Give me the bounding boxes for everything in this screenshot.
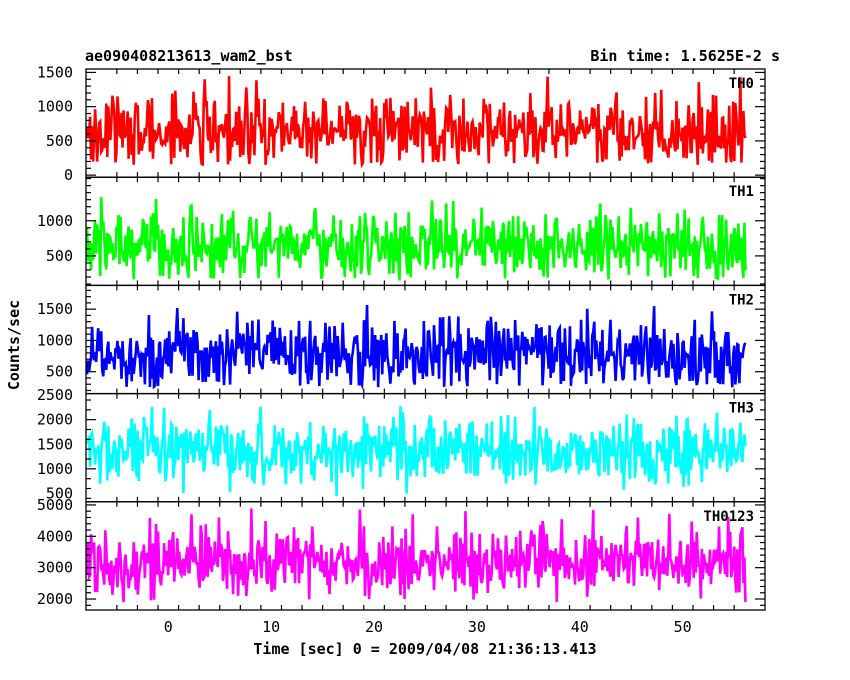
panel-th1: 500 1000 TH1 [37, 176, 766, 287]
y-tick-label: 500 [46, 247, 73, 265]
y-tick-label: 3000 [37, 559, 73, 577]
y-tick-label: 1500 [37, 63, 73, 81]
panel-label: TH0 [729, 76, 754, 92]
y-tick-label: 1000 [37, 331, 73, 349]
y-tick-label: 500 [46, 363, 73, 381]
y-tick-label: 4000 [37, 527, 73, 545]
y-tick-label: 1000 [37, 460, 73, 478]
y-tick-label: 500 [46, 484, 73, 502]
y-tick-label: 1500 [37, 435, 73, 453]
y-tick-label: 5000 [37, 496, 73, 514]
y-tick-label: 1500 [37, 300, 73, 318]
y-tick-label: 1000 [37, 212, 73, 230]
series-th0123 [86, 508, 747, 603]
panel-th2: 500 1000 1500 TH2 [37, 284, 766, 395]
series-th2 [86, 305, 747, 391]
y-tick-label: 2000 [37, 411, 73, 429]
y-tick-label: 2500 [37, 386, 73, 404]
x-tick-labels: 0 10 20 30 40 50 [164, 618, 692, 636]
chart-title: ae090408213613_wam2_bst [85, 47, 293, 65]
x-tick-label: 0 [164, 618, 173, 636]
bin-time-label: Bin time: 1.5625E-2 s [590, 47, 780, 65]
panel-th3: 500 1000 1500 2000 2500 TH3 [37, 386, 766, 503]
series-th3 [86, 406, 747, 496]
y-tick-label: 1000 [37, 98, 73, 116]
x-tick-label: 20 [365, 618, 383, 636]
x-tick-label: 50 [674, 618, 692, 636]
panel-label: TH0123 [703, 509, 754, 525]
y-tick-label: 0 [64, 166, 73, 184]
x-tick-label: 40 [571, 618, 589, 636]
panel-th0: 0 500 1000 1500 TH0 [37, 63, 766, 184]
y-tick-label: 500 [46, 132, 73, 150]
x-tick-label: 10 [262, 618, 280, 636]
panel-th0123: 2000 3000 4000 5000 TH0123 [37, 496, 766, 611]
x-axis-title: Time [sec] 0 = 2009/04/08 21:36:13.413 [253, 640, 596, 658]
panel-label: TH2 [729, 292, 754, 308]
panel-label: TH3 [729, 401, 754, 417]
y-axis-title: Counts/sec [5, 300, 23, 390]
panel-label: TH1 [729, 184, 754, 200]
series-th0 [86, 76, 747, 169]
x-tick-label: 30 [468, 618, 486, 636]
y-tick-label: 2000 [37, 590, 73, 608]
series-th1 [86, 197, 747, 281]
